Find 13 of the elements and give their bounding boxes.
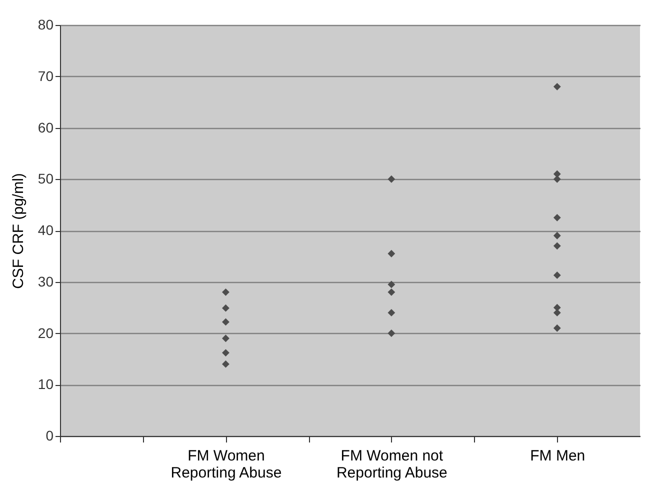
x-tick-label: FM Women Reporting Abuse	[170, 448, 282, 482]
y-tick-label: 60	[38, 119, 54, 136]
x-tick-label: FM Women not Reporting Abuse	[336, 448, 448, 482]
y-tick-label: 20	[38, 324, 54, 341]
y-tick-label: 70	[38, 68, 54, 84]
y-tick-label: 30	[38, 273, 54, 290]
y-tick-label: 40	[38, 222, 54, 238]
x-tick-label: FM Men	[530, 448, 586, 464]
y-tick-label: 80	[38, 16, 54, 32]
y-axis-title: CSF CRF (pg/ml)	[10, 173, 27, 289]
y-tick-label: 50	[38, 170, 54, 187]
y-tick-label: 10	[38, 376, 54, 392]
y-tick-label: 0	[46, 428, 54, 444]
